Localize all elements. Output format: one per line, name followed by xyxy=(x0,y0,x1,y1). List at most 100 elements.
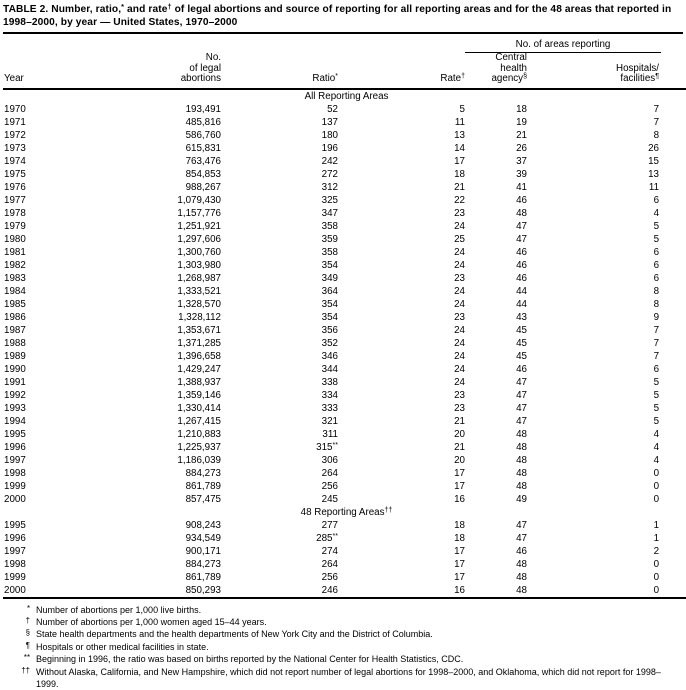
cell-hospitals: 5 xyxy=(527,220,686,233)
cell-ratio: 311 xyxy=(221,428,338,441)
cell-hospitals: 4 xyxy=(527,207,686,220)
cell-abortions: 1,388,937 xyxy=(58,376,221,389)
cell-rate: 24 xyxy=(338,298,465,311)
cell-year: 1985 xyxy=(3,298,58,311)
cell-abortions: 1,297,606 xyxy=(58,233,221,246)
cell-rate: 20 xyxy=(338,454,465,467)
cell-central-agency: 48 xyxy=(465,428,527,441)
cell-rate: 14 xyxy=(338,142,465,155)
cell-abortions: 857,475 xyxy=(58,493,221,506)
table-title: TABLE 2. Number, ratio,* and rate† of le… xyxy=(3,4,683,34)
cell-abortions: 1,353,671 xyxy=(58,324,221,337)
cell-year: 1973 xyxy=(3,142,58,155)
cell-rate: 24 xyxy=(338,324,465,337)
footnote-item: †Number of abortions per 1,000 women age… xyxy=(3,616,683,628)
cell-abortions: 900,171 xyxy=(58,545,221,558)
cell-abortions: 1,186,039 xyxy=(58,454,221,467)
cell-central-agency: 44 xyxy=(465,285,527,298)
title-footnote-marker-dagger: † xyxy=(167,2,171,11)
cell-year: 1998 xyxy=(3,558,58,571)
cell-ratio: 137 xyxy=(221,116,338,129)
cell-year: 1989 xyxy=(3,350,58,363)
cell-abortions: 1,210,883 xyxy=(58,428,221,441)
cell-hospitals: 6 xyxy=(527,259,686,272)
cell-central-agency: 46 xyxy=(465,259,527,272)
cell-central-agency: 37 xyxy=(465,155,527,168)
cell-rate: 24 xyxy=(338,246,465,259)
cell-hospitals: 15 xyxy=(527,155,686,168)
cell-ratio: 277 xyxy=(221,519,338,532)
cell-ratio: 306 xyxy=(221,454,338,467)
cell-ratio: 52 xyxy=(221,103,338,116)
cell-hospitals: 0 xyxy=(527,558,686,571)
cell-rate: 24 xyxy=(338,285,465,298)
cell-year: 1978 xyxy=(3,207,58,220)
cell-hospitals: 5 xyxy=(527,402,686,415)
cell-abortions: 861,789 xyxy=(58,480,221,493)
footnote-ref: †† xyxy=(385,507,393,514)
cell-central-agency: 18 xyxy=(465,103,527,116)
cell-year: 1999 xyxy=(3,571,58,584)
cell-abortions: 884,273 xyxy=(58,467,221,480)
cell-ratio: 325 xyxy=(221,194,338,207)
cell-abortions: 1,330,414 xyxy=(58,402,221,415)
cell-ratio: 196 xyxy=(221,142,338,155)
cell-central-agency: 43 xyxy=(465,311,527,324)
cell-central-agency: 45 xyxy=(465,337,527,350)
cell-central-agency: 48 xyxy=(465,558,527,571)
cell-hospitals: 1 xyxy=(527,532,686,545)
cell-abortions: 908,243 xyxy=(58,519,221,532)
cell-central-agency: 21 xyxy=(465,129,527,142)
cell-hospitals: 5 xyxy=(527,415,686,428)
cell-ratio: 354 xyxy=(221,298,338,311)
cell-rate: 24 xyxy=(338,220,465,233)
col-header-central-agency: Central health agency§ xyxy=(465,53,527,89)
cell-hospitals: 0 xyxy=(527,571,686,584)
cell-central-agency: 47 xyxy=(465,532,527,545)
cell-ratio: 346 xyxy=(221,350,338,363)
cell-abortions: 763,476 xyxy=(58,155,221,168)
cell-year: 1992 xyxy=(3,389,58,402)
section-header-48-reporting-areas: 48 Reporting Areas†† xyxy=(3,506,686,519)
cell-ratio: 180 xyxy=(221,129,338,142)
footnotes: *Number of abortions per 1,000 live birt… xyxy=(3,604,683,690)
cell-hospitals: 11 xyxy=(527,181,686,194)
cell-abortions: 1,157,776 xyxy=(58,207,221,220)
title-text: TABLE 2. Number, ratio, xyxy=(3,4,121,15)
cell-ratio: 256 xyxy=(221,571,338,584)
cell-rate: 23 xyxy=(338,311,465,324)
cell-central-agency: 47 xyxy=(465,233,527,246)
footnote-ref: § xyxy=(523,73,527,80)
cell-central-agency: 41 xyxy=(465,181,527,194)
cell-hospitals: 5 xyxy=(527,233,686,246)
cell-central-agency: 46 xyxy=(465,363,527,376)
cell-central-agency: 48 xyxy=(465,441,527,454)
cell-hospitals: 0 xyxy=(527,480,686,493)
footnote-item: ¶Hospitals or other medical facilities i… xyxy=(3,641,683,653)
cell-hospitals: 5 xyxy=(527,389,686,402)
cell-year: 1994 xyxy=(3,415,58,428)
cell-rate: 17 xyxy=(338,155,465,168)
cell-central-agency: 47 xyxy=(465,389,527,402)
cell-abortions: 1,225,937 xyxy=(58,441,221,454)
cell-central-agency: 47 xyxy=(465,220,527,233)
cell-year: 1993 xyxy=(3,402,58,415)
cell-central-agency: 48 xyxy=(465,584,527,598)
cell-hospitals: 6 xyxy=(527,272,686,285)
cell-rate: 20 xyxy=(338,428,465,441)
col-header-label: health xyxy=(500,63,527,74)
